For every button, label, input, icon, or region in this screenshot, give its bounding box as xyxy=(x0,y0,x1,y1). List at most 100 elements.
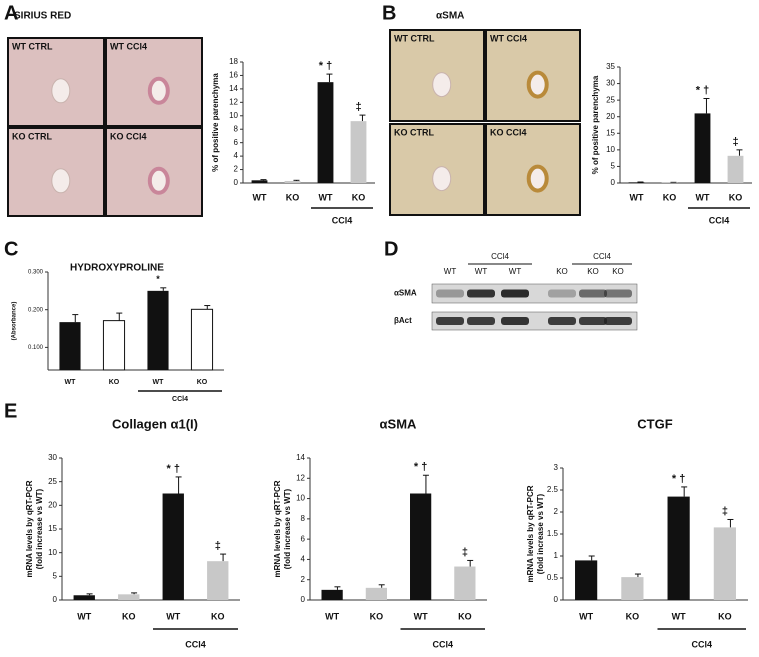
y-axis-label: (fold increase vs WT) xyxy=(536,493,545,574)
band xyxy=(604,289,632,298)
y-tick-label: 5 xyxy=(611,162,616,171)
y-tick-label: 14 xyxy=(296,453,305,462)
row-label: αSMA xyxy=(394,289,417,298)
bar xyxy=(162,493,184,600)
significance-label: * xyxy=(156,274,160,284)
chart-title: HYDROXYPROLINE xyxy=(70,263,164,274)
bar xyxy=(365,587,387,600)
lane-label: KO xyxy=(556,267,568,276)
y-tick-label: 4 xyxy=(234,151,239,160)
micrograph-label: KO CTRL xyxy=(12,131,52,141)
y-tick-label: 30 xyxy=(48,453,57,462)
significance-label: * † xyxy=(319,60,332,72)
micrograph xyxy=(105,37,203,127)
y-tick-label: 6 xyxy=(301,534,306,543)
micrograph-label: WT CTRL xyxy=(394,33,435,43)
row-label: βAct xyxy=(394,316,412,325)
x-tick-label: KO xyxy=(626,611,640,621)
vessel xyxy=(51,78,71,104)
y-axis-label: (Absorbance) xyxy=(12,302,18,341)
band xyxy=(436,317,464,325)
y-tick-label: 1 xyxy=(554,551,559,560)
significance-label: ‡ xyxy=(732,136,738,148)
band xyxy=(467,317,495,325)
bar xyxy=(727,155,744,183)
band xyxy=(436,289,464,298)
y-tick-label: 20 xyxy=(606,112,615,121)
y-tick-label: 10 xyxy=(296,494,305,503)
micrograph-label: KO CCl4 xyxy=(490,127,527,137)
group-label: CCl4 xyxy=(332,215,353,225)
bar xyxy=(207,561,229,600)
x-tick-label: WT xyxy=(672,611,686,621)
x-tick-label: KO xyxy=(370,611,384,621)
vessel xyxy=(432,166,452,192)
band xyxy=(604,317,632,325)
micrograph-label: KO CCl4 xyxy=(110,131,147,141)
group-label: CCl4 xyxy=(185,639,206,649)
significance-label: ‡ xyxy=(355,101,361,113)
panel-label: B xyxy=(382,2,396,24)
x-tick-label: KO xyxy=(718,611,732,621)
band xyxy=(548,317,576,325)
lane-label: KO xyxy=(612,267,624,276)
vessel xyxy=(147,76,170,105)
y-axis-label: % of positive parenchyma xyxy=(211,73,220,172)
bar xyxy=(713,527,736,600)
lane-label: KO xyxy=(587,267,599,276)
y-tick-label: 10 xyxy=(606,145,615,154)
group-label: CCl4 xyxy=(172,396,188,403)
lane-label: WT xyxy=(444,267,457,276)
chart-title: αSMA xyxy=(436,11,464,22)
y-tick-label: 25 xyxy=(606,95,615,104)
panel-label: D xyxy=(384,238,398,260)
band xyxy=(579,317,607,325)
bar xyxy=(321,589,343,600)
y-tick-label: 25 xyxy=(48,477,57,486)
x-tick-label: WT xyxy=(579,611,593,621)
chart-title: αSMA xyxy=(380,416,417,431)
significance-label: ‡ xyxy=(722,505,728,517)
y-tick-label: 2 xyxy=(234,165,239,174)
y-tick-label: 0 xyxy=(53,595,58,604)
y-tick-label: 16 xyxy=(229,71,238,80)
y-axis-label: mRNA levels by qRT-PCR xyxy=(526,485,535,582)
x-tick-label: KO xyxy=(197,379,208,386)
y-tick-label: 10 xyxy=(48,548,57,557)
bar xyxy=(102,320,126,371)
y-tick-label: 0 xyxy=(554,595,559,604)
vessel xyxy=(51,168,71,194)
y-tick-label: 10 xyxy=(229,111,238,120)
y-tick-label: 6 xyxy=(234,138,239,147)
bar xyxy=(454,566,476,600)
group-label: CCl4 xyxy=(491,252,509,261)
chart-title: CTGF xyxy=(637,416,672,431)
bar xyxy=(73,595,95,600)
y-tick-label: 8 xyxy=(301,514,306,523)
bar xyxy=(147,290,169,370)
y-tick-label: 15 xyxy=(48,524,57,533)
x-tick-label: KO xyxy=(729,192,743,202)
y-tick-label: 0.300 xyxy=(28,270,44,276)
y-tick-label: 3 xyxy=(554,463,559,472)
x-tick-label: WT xyxy=(319,192,333,202)
micrograph-label: KO CTRL xyxy=(394,127,434,137)
group-label: CCl4 xyxy=(709,215,730,225)
vessel xyxy=(147,166,170,195)
x-tick-label: WT xyxy=(325,611,339,621)
significance-label: * † xyxy=(414,461,427,473)
y-tick-label: 30 xyxy=(606,79,615,88)
x-tick-label: KO xyxy=(109,379,120,386)
band xyxy=(467,289,495,298)
x-tick-label: KO xyxy=(122,611,136,621)
y-tick-label: 15 xyxy=(606,128,615,137)
y-axis-label: mRNA levels by qRT-PCR xyxy=(25,480,34,577)
band xyxy=(501,317,529,325)
significance-label: * † xyxy=(696,84,709,96)
bar xyxy=(118,594,140,600)
x-tick-label: WT xyxy=(253,192,267,202)
blot-strip xyxy=(431,311,638,331)
significance-label: * † xyxy=(672,473,685,485)
y-axis-label: % of positive parenchyma xyxy=(591,75,600,174)
